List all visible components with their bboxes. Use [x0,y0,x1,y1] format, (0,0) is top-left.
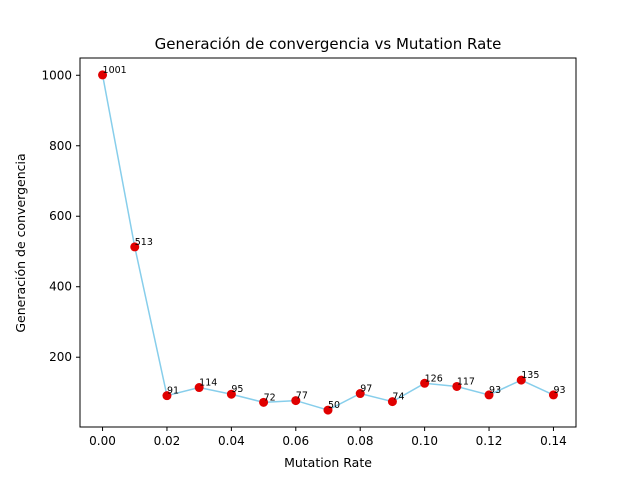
data-point [420,378,430,388]
data-point [516,375,526,385]
data-label: 72 [264,392,276,403]
y-axis-label: Generación de convergencia [13,153,28,332]
x-tick-label: 0.06 [282,434,309,448]
y-tick-label: 400 [49,280,72,294]
y-tick-label: 600 [49,209,72,223]
data-label: 74 [392,392,404,403]
data-label: 513 [135,237,153,248]
data-point [130,242,140,252]
x-tick-label: 0.14 [540,434,567,448]
data-point [194,383,204,393]
data-label: 93 [489,385,501,396]
y-tick-label: 800 [49,139,72,153]
data-label: 117 [457,376,475,387]
x-tick-label: 0.12 [476,434,503,448]
data-point [452,381,462,391]
data-label: 77 [296,391,308,402]
x-tick-label: 0.08 [347,434,374,448]
plot-area: 1001 513 91 114 95 72 77 50 97 74 126 117 93 135 93 0.0… [41,57,577,448]
data-point [387,397,397,407]
data-point [291,396,301,406]
x-tick-label: 0.00 [89,434,116,448]
data-point [355,389,365,399]
x-tick-label: 0.02 [154,434,181,448]
data-label: 135 [521,370,539,381]
data-point [259,397,269,407]
data-label: 97 [360,384,372,395]
data-label: 50 [328,400,340,411]
plot-frame [79,57,577,428]
data-label: 95 [231,384,243,395]
x-tick-label: 0.10 [411,434,438,448]
data-point [323,405,333,415]
data-label: 114 [199,378,217,389]
data-point [98,70,108,80]
data-label: 126 [425,373,443,384]
x-tick-label: 0.04 [218,434,245,448]
y-tick-label: 200 [49,350,72,364]
y-tick-label: 1000 [41,68,72,82]
data-label: 93 [553,385,565,396]
data-label: 1001 [103,65,127,76]
data-point [484,390,494,400]
data-point [162,391,172,401]
data-point [548,390,558,400]
x-axis-label: Mutation Rate [284,455,372,470]
chart-title: Generación de convergencia vs Mutation R… [155,35,502,53]
data-label: 91 [167,386,179,397]
data-point [226,389,236,399]
